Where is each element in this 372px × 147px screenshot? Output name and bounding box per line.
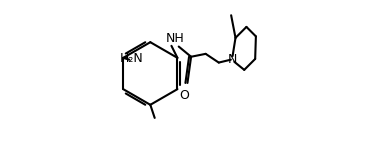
Text: O: O	[179, 89, 189, 102]
Text: N: N	[228, 53, 237, 66]
Text: H₂N: H₂N	[120, 52, 144, 65]
Text: NH: NH	[166, 32, 185, 45]
